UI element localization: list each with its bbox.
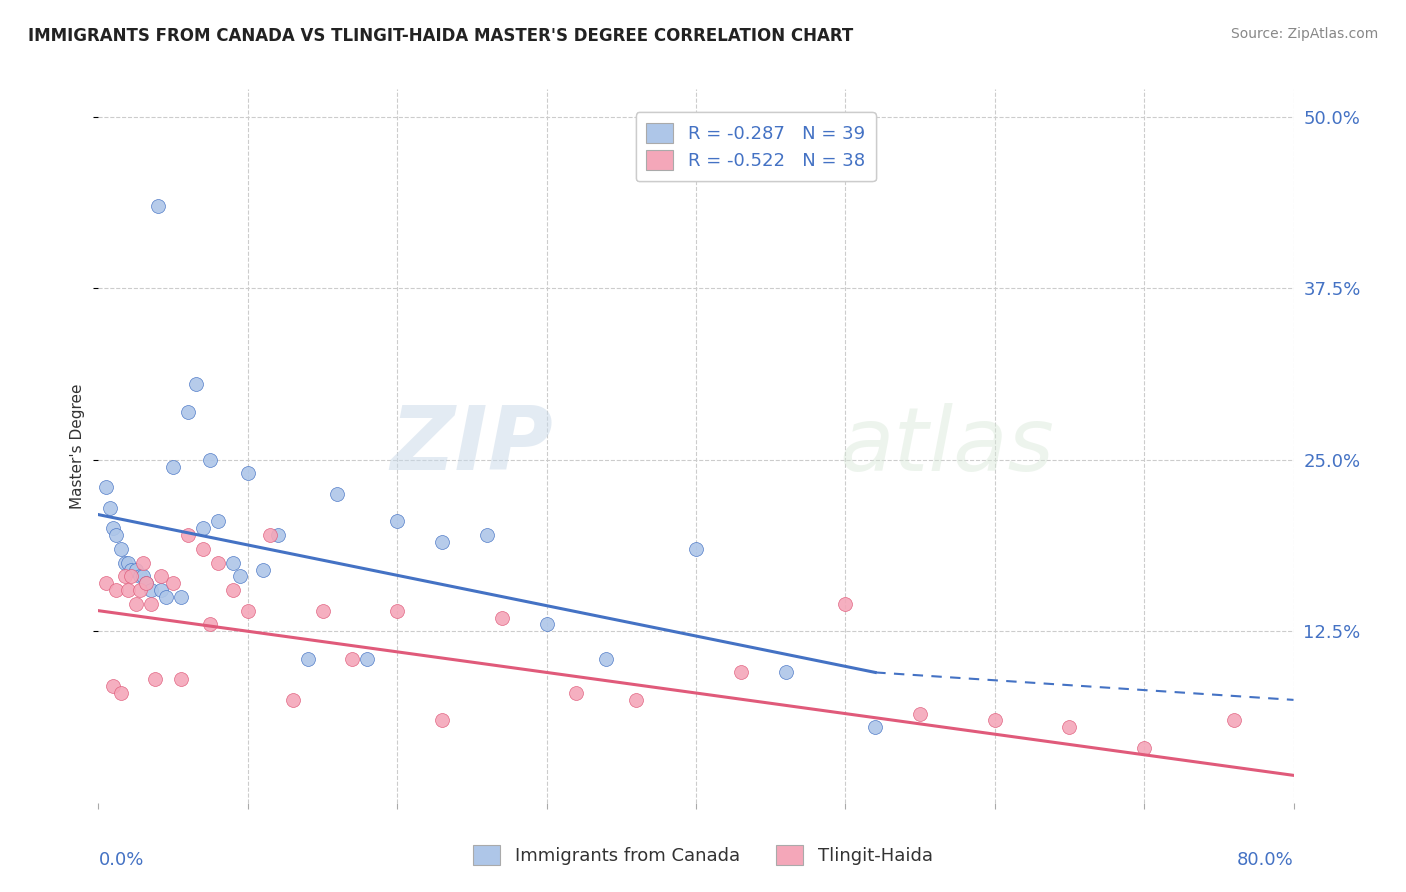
Point	[110, 686, 132, 700]
Point	[177, 528, 200, 542]
Point	[595, 651, 617, 665]
Point	[103, 679, 125, 693]
Point	[169, 590, 191, 604]
Point	[129, 569, 152, 583]
Point	[162, 459, 184, 474]
Point	[252, 562, 274, 576]
Point	[94, 480, 117, 494]
Point	[342, 651, 364, 665]
Point	[135, 576, 157, 591]
Point	[105, 583, 128, 598]
Point	[908, 706, 931, 721]
Point	[184, 377, 207, 392]
Point	[326, 487, 349, 501]
Point	[125, 562, 148, 576]
Point	[103, 521, 125, 535]
Point	[536, 617, 558, 632]
Point	[267, 528, 290, 542]
Point	[207, 515, 229, 529]
Point	[200, 452, 222, 467]
Point	[150, 583, 173, 598]
Point	[148, 199, 170, 213]
Point	[236, 604, 259, 618]
Point	[200, 617, 222, 632]
Point	[110, 541, 132, 556]
Text: IMMIGRANTS FROM CANADA VS TLINGIT-HAIDA MASTER'S DEGREE CORRELATION CHART: IMMIGRANTS FROM CANADA VS TLINGIT-HAIDA …	[28, 27, 853, 45]
Point	[297, 651, 319, 665]
Point	[259, 528, 281, 542]
Point	[430, 535, 453, 549]
Point	[191, 541, 214, 556]
Point	[222, 583, 245, 598]
Point	[120, 562, 142, 576]
Point	[162, 576, 184, 591]
Point	[191, 521, 214, 535]
Text: atlas: atlas	[839, 403, 1054, 489]
Point	[117, 556, 139, 570]
Point	[114, 556, 136, 570]
Point	[685, 541, 707, 556]
Point	[143, 673, 166, 687]
Legend: Immigrants from Canada, Tlingit-Haida: Immigrants from Canada, Tlingit-Haida	[464, 836, 942, 874]
Point	[120, 569, 142, 583]
Point	[155, 590, 177, 604]
Point	[177, 405, 200, 419]
Text: 0.0%: 0.0%	[98, 851, 143, 869]
Point	[1133, 740, 1156, 755]
Text: Source: ZipAtlas.com: Source: ZipAtlas.com	[1230, 27, 1378, 41]
Point	[117, 583, 139, 598]
Point	[865, 720, 887, 734]
Point	[94, 576, 117, 591]
Point	[385, 604, 409, 618]
Point	[132, 556, 155, 570]
Point	[356, 651, 378, 665]
Point	[430, 714, 453, 728]
Point	[139, 583, 162, 598]
Point	[1223, 714, 1246, 728]
Point	[984, 714, 1007, 728]
Point	[139, 597, 162, 611]
Point	[169, 673, 191, 687]
Point	[385, 515, 409, 529]
Point	[834, 597, 856, 611]
Point	[114, 569, 136, 583]
Point	[730, 665, 752, 680]
Point	[129, 583, 152, 598]
Point	[236, 467, 259, 481]
Point	[626, 693, 648, 707]
Point	[475, 528, 498, 542]
Text: ZIP: ZIP	[389, 402, 553, 490]
Point	[135, 576, 157, 591]
Point	[125, 597, 148, 611]
Point	[222, 556, 245, 570]
Point	[105, 528, 128, 542]
Point	[491, 610, 513, 624]
Point	[1059, 720, 1081, 734]
Point	[150, 569, 173, 583]
Point	[311, 604, 333, 618]
Point	[229, 569, 252, 583]
Point	[207, 556, 229, 570]
Text: 80.0%: 80.0%	[1237, 851, 1294, 869]
Point	[565, 686, 588, 700]
Point	[100, 500, 122, 515]
Point	[775, 665, 797, 680]
Point	[281, 693, 304, 707]
Y-axis label: Master's Degree: Master's Degree	[70, 384, 86, 508]
Legend: R = -0.287   N = 39, R = -0.522   N = 38: R = -0.287 N = 39, R = -0.522 N = 38	[636, 112, 876, 181]
Point	[132, 569, 155, 583]
